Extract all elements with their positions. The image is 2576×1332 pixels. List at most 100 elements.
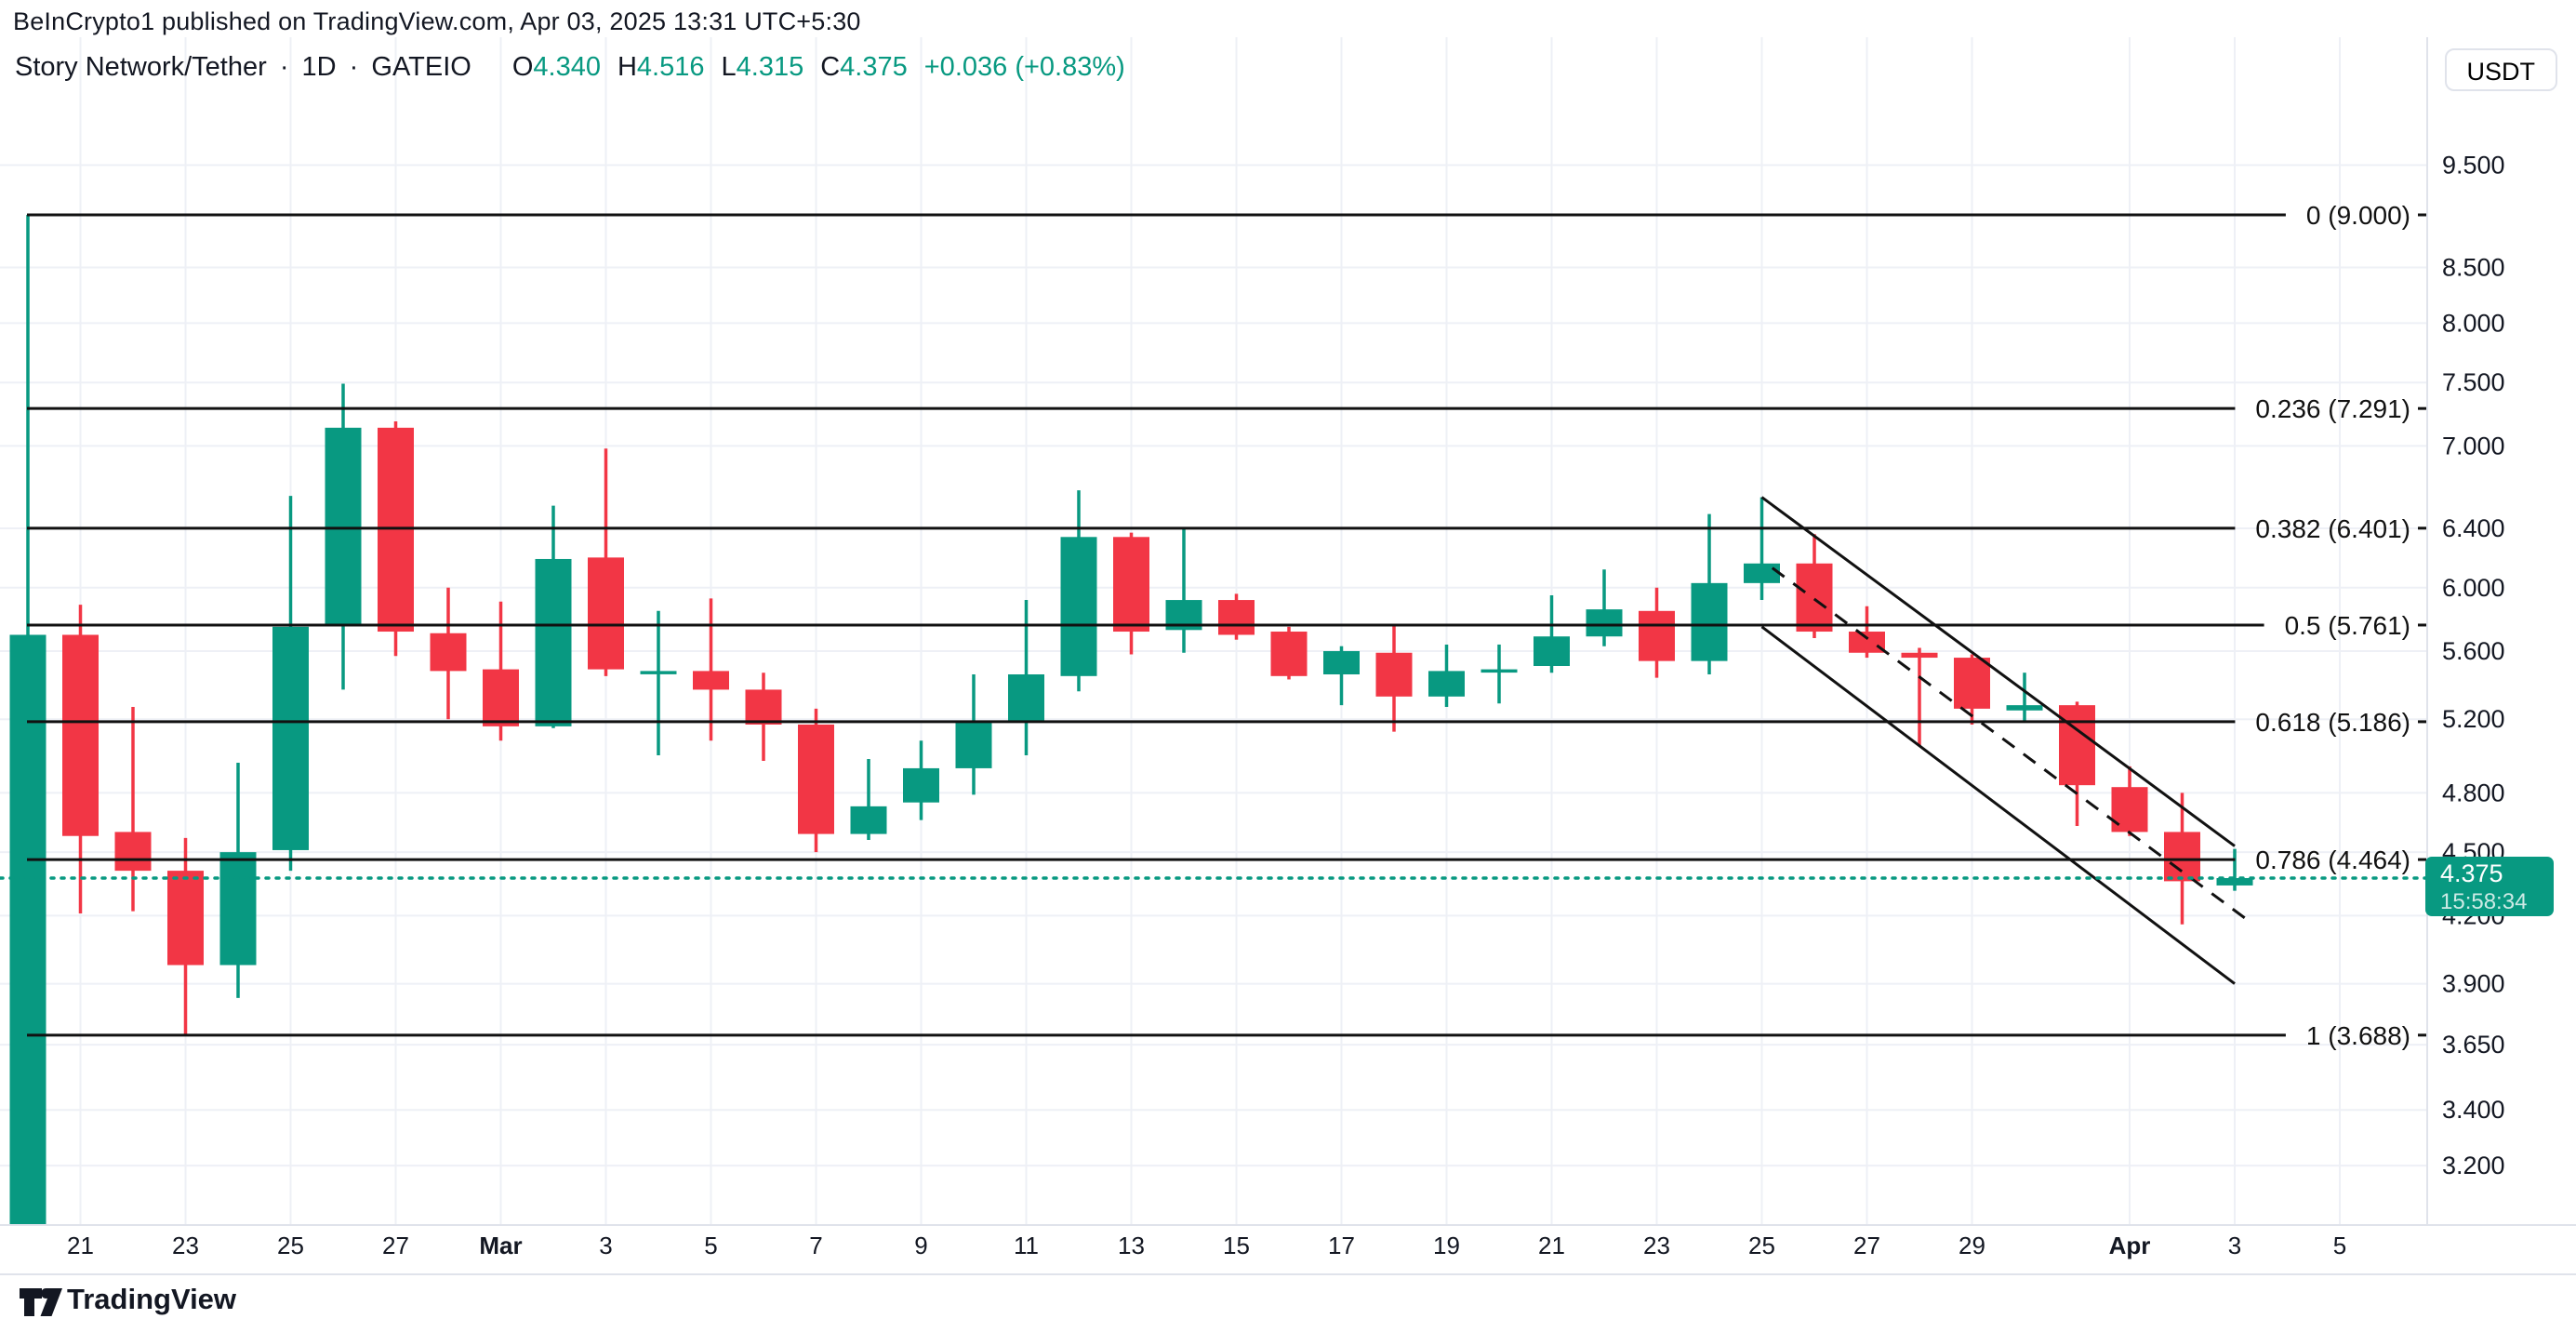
candle-body <box>325 427 362 626</box>
time-tick-label: 21 <box>1538 1232 1565 1259</box>
time-tick-label: Apr <box>2109 1232 2151 1259</box>
candle-body <box>850 806 887 834</box>
change-value: +0.036 (+0.83%) <box>923 52 1125 82</box>
candle-body <box>2111 787 2148 832</box>
time-tick-label: 29 <box>1959 1232 1985 1259</box>
currency-toggle-button[interactable]: USDT <box>2444 48 2557 91</box>
time-tick-label: 23 <box>172 1232 199 1259</box>
time-tick-label: 27 <box>1853 1232 1880 1259</box>
candle-body <box>1323 650 1360 675</box>
candle-body <box>1744 563 1780 583</box>
candle-body <box>535 558 572 726</box>
time-axis-zone[interactable] <box>0 1224 2576 1273</box>
candle-body <box>1901 652 1938 659</box>
candle-body <box>798 724 834 834</box>
channel-line-lower <box>1760 625 2236 985</box>
time-tick-label: 9 <box>914 1232 927 1259</box>
price-tick-label: 6.000 <box>2442 574 2505 602</box>
price-badge-background <box>2425 856 2554 916</box>
candle-body <box>1534 636 1570 666</box>
candle-body <box>588 557 624 670</box>
price-tick-label: 5.600 <box>2442 637 2505 665</box>
candle-body <box>1481 669 1518 673</box>
exchange-label: GATEIO <box>371 52 471 82</box>
fib-level-label: 0.236 (7.291) <box>2255 394 2410 423</box>
time-tick-label: Mar <box>479 1232 522 1259</box>
price-badge-countdown: 15:58:34 <box>2440 889 2527 914</box>
separator-dot: · <box>341 52 366 82</box>
candle-body <box>114 832 152 872</box>
time-tick-label: 21 <box>67 1232 94 1259</box>
time-tick-label: 3 <box>2228 1232 2241 1259</box>
symbol-header: Story Network/Tether · 1D · GATEIO O4.340… <box>15 52 1125 83</box>
price-tick-label: 3.400 <box>2442 1096 2505 1124</box>
time-tick-label: 7 <box>809 1232 822 1259</box>
candle-body <box>2059 705 2095 786</box>
close-label: C <box>820 52 841 82</box>
candle-body <box>378 427 414 633</box>
price-axis[interactable]: 9.500 8.500 8.000 7.500 7.000 6.400 6.000 5.600… <box>2442 152 2505 1180</box>
time-tick-label: 23 <box>1643 1232 1670 1259</box>
price-tick-label: 6.400 <box>2442 514 2505 542</box>
close-value: 4.375 <box>840 52 908 82</box>
price-tick-label: 3.200 <box>2442 1152 2505 1179</box>
interval-label: 1D <box>301 52 337 82</box>
candle-body <box>1008 674 1044 722</box>
candle-body <box>430 633 467 672</box>
price-tick-label: 3.900 <box>2442 970 2505 998</box>
price-tick-label: 8.000 <box>2442 309 2505 337</box>
candle-body <box>62 634 99 836</box>
candle-body <box>1060 537 1097 676</box>
low-value: 4.315 <box>736 52 804 82</box>
price-tick-label: 8.500 <box>2442 253 2505 281</box>
time-tick-label: 27 <box>382 1232 409 1259</box>
time-tick-label: 25 <box>1748 1232 1775 1259</box>
candle-body <box>1375 652 1413 697</box>
time-tick-label: 13 <box>1118 1232 1145 1259</box>
candle-body <box>693 671 729 690</box>
candle-body <box>9 634 46 1224</box>
time-tick-label: 19 <box>1433 1232 1460 1259</box>
candle-body <box>903 767 939 803</box>
candle-body <box>272 626 309 850</box>
candle-body <box>1796 563 1833 633</box>
descending-channel <box>1760 496 2251 985</box>
candle-body <box>1954 658 1990 709</box>
candle-body <box>2164 832 2200 882</box>
fib-level-label: 0.618 (5.186) <box>2255 708 2410 737</box>
fib-retracement: 0 (9.000) 0.236 (7.291) 0.382 (6.401) 0.5 (… <box>27 201 2427 1050</box>
separator-dot: · <box>272 52 297 82</box>
fib-level-label: 0.382 (6.401) <box>2255 514 2410 543</box>
price-tick-label: 9.500 <box>2442 152 2505 180</box>
time-tick-label: 15 <box>1223 1232 1250 1259</box>
price-tick-label: 4.800 <box>2442 779 2505 806</box>
open-value: 4.340 <box>533 52 601 82</box>
candle-body <box>640 671 677 674</box>
time-axis[interactable]: 21 23 25 27 Mar 3 5 7 9 11 13 15 17 19 21 23 25 27 29 Apr 3 5 <box>67 1232 2346 1259</box>
time-tick-label: 3 <box>599 1232 612 1259</box>
tradingview-wordmark[interactable]: TradingView <box>67 1283 237 1315</box>
price-tick-label: 7.500 <box>2442 368 2505 396</box>
candle-body <box>1218 600 1255 635</box>
candle-body <box>1691 582 1728 661</box>
candle-body <box>1428 671 1465 697</box>
tradingview-icon[interactable] <box>19 1286 63 1320</box>
candle-body <box>745 689 782 725</box>
candlestick-series <box>9 215 2253 1224</box>
candle-body <box>1849 632 1885 653</box>
candle-body <box>2216 877 2253 886</box>
attribution-text: BeInCrypto1 published on TradingView.com… <box>13 7 861 35</box>
high-value: 4.516 <box>636 52 705 82</box>
price-tick-label: 7.000 <box>2442 432 2505 460</box>
fib-level-label: 0.786 (4.464) <box>2255 846 2410 874</box>
candle-body <box>1113 537 1149 633</box>
time-tick-label: 25 <box>277 1232 304 1259</box>
candle-body <box>483 669 519 726</box>
time-tick-label: 5 <box>2333 1232 2346 1259</box>
candle-body <box>1270 632 1308 676</box>
candle-body <box>2006 705 2043 711</box>
candle-body <box>219 852 257 966</box>
open-label: O <box>511 52 534 82</box>
